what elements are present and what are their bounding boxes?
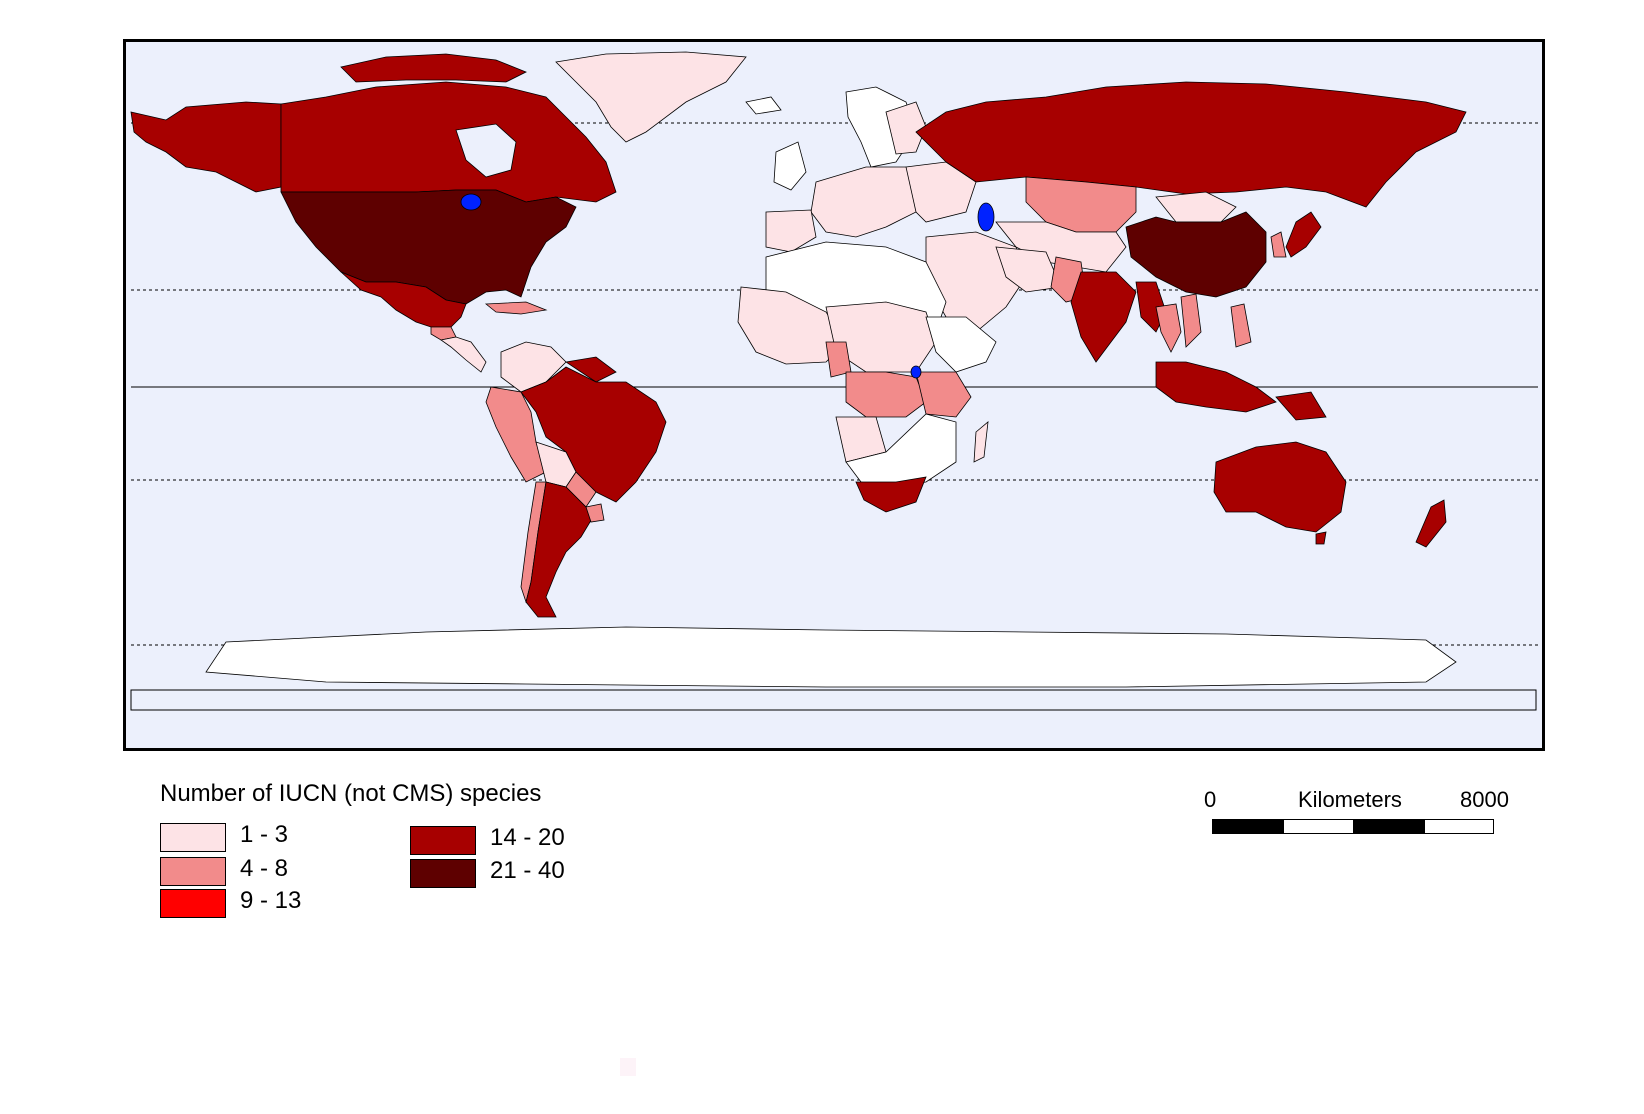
canada-region <box>280 81 617 203</box>
caribbean-islands <box>484 301 548 315</box>
iran-region <box>995 246 1062 293</box>
scale-segment <box>1424 819 1494 834</box>
scale-start-label: 0 <box>1204 787 1217 812</box>
legend-label: 14 - 20 <box>490 824 565 851</box>
map-bottom-strip <box>130 689 1537 711</box>
legend-item: 1 - 3 <box>160 821 380 855</box>
legend-item: 14 - 20 <box>410 824 630 858</box>
stray-mark <box>620 1058 636 1076</box>
thailand-region <box>1155 303 1182 353</box>
congo-region <box>845 371 927 418</box>
finland-region <box>885 101 927 155</box>
iceland-region <box>745 96 782 115</box>
great-lakes <box>460 193 482 211</box>
guianas-region <box>564 356 617 383</box>
tasmania-region <box>1315 531 1327 545</box>
philippines-region <box>1230 303 1252 348</box>
uruguay-region <box>585 503 605 523</box>
caspian-sea <box>977 202 995 232</box>
legend-item: 21 - 40 <box>410 857 630 891</box>
japan-region <box>1285 211 1322 258</box>
russia-region <box>915 81 1467 208</box>
china-region <box>1125 211 1267 298</box>
antarctica-region <box>205 626 1457 688</box>
india-region <box>1070 271 1137 363</box>
legend-label: 9 - 13 <box>240 887 302 914</box>
new-zealand-region <box>1415 499 1447 548</box>
scale-segment <box>1212 819 1284 834</box>
east-africa-region <box>925 316 997 373</box>
malaysia-indonesia-region <box>1155 361 1277 413</box>
legend-swatch <box>410 859 476 888</box>
legend-swatch <box>160 823 226 852</box>
mongolia-region <box>1155 191 1237 223</box>
legend-item: 4 - 8 <box>160 855 380 889</box>
scale-end-label: 8000 <box>1460 787 1509 812</box>
australia-region <box>1213 441 1347 533</box>
south-africa-region <box>855 476 927 513</box>
legend-item: 9 - 13 <box>160 887 380 921</box>
canada-arctic-islands <box>340 53 527 83</box>
legend-swatch <box>160 889 226 918</box>
central-america-region <box>440 336 487 373</box>
korea-region <box>1270 231 1287 258</box>
legend-title: Number of IUCN (not CMS) species <box>160 780 542 807</box>
ecuador-peru-region <box>485 386 547 483</box>
greenland-region <box>555 51 747 143</box>
scale-segment <box>1353 819 1425 834</box>
legend-label: 4 - 8 <box>240 855 289 882</box>
alaska-region <box>130 101 282 193</box>
iberia-region <box>765 209 817 253</box>
world-map[interactable] <box>123 39 1545 751</box>
mexico-region <box>340 271 467 328</box>
hudson-bay <box>455 123 517 178</box>
legend-swatch <box>160 857 226 886</box>
uk-ireland-region <box>773 141 807 191</box>
madagascar-region <box>973 421 989 463</box>
western-europe-region <box>810 166 927 238</box>
vietnam-region <box>1180 293 1202 348</box>
new-guinea-region <box>1275 391 1327 421</box>
west-africa-region <box>737 286 847 365</box>
scale-bar: 0 Kilometers 8000 <box>1200 787 1530 847</box>
legend-label: 1 - 3 <box>240 821 289 848</box>
venezuela-colombia-region <box>500 341 567 393</box>
united-states-region <box>280 189 577 305</box>
world-map-canvas <box>130 51 1538 711</box>
legend-label: 21 - 40 <box>490 857 565 884</box>
scale-segment <box>1283 819 1354 834</box>
scale-unit-label: Kilometers <box>1298 787 1402 812</box>
tanzania-region <box>915 371 972 418</box>
lake-victoria <box>910 365 922 379</box>
brazil-region <box>520 366 667 503</box>
legend-swatch <box>410 826 476 855</box>
